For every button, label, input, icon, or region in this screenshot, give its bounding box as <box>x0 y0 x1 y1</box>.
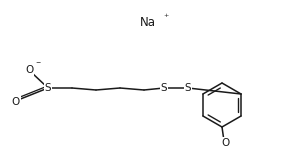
Text: O: O <box>12 97 20 107</box>
Text: S: S <box>161 83 167 93</box>
Text: O: O <box>25 65 33 75</box>
Text: $^{-}$: $^{-}$ <box>35 58 41 68</box>
Text: Na: Na <box>140 15 156 29</box>
Text: S: S <box>45 83 51 93</box>
Text: O: O <box>222 138 230 148</box>
Text: $^{+}$: $^{+}$ <box>163 12 169 22</box>
Text: S: S <box>185 83 191 93</box>
